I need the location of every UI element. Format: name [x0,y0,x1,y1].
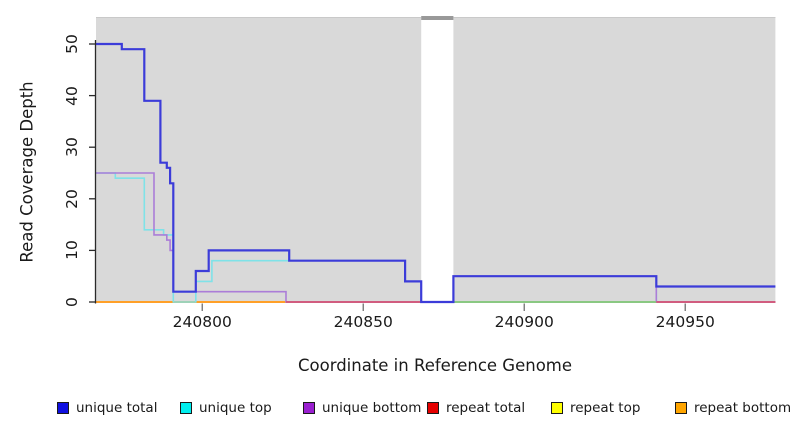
legend-label: unique bottom [322,400,422,416]
x-tick-label: 240900 [494,313,554,331]
legend-swatch-icon [57,402,69,414]
x-tick-label: 240850 [333,313,393,331]
legend-item-unique-top: unique top [180,400,272,416]
legend-item-repeat-total: repeat total [427,400,525,416]
legend-label: repeat total [446,400,526,416]
legend-item-repeat-bottom: repeat bottom [675,400,791,416]
legend-swatch-icon [180,402,192,414]
y-tick-label: 50 [63,34,81,54]
legend-item-unique-bottom: unique bottom [303,400,421,416]
legend-swatch-icon [303,402,315,414]
legend-label: unique total [76,400,158,416]
masked-region-cap [421,16,454,20]
y-tick-label: 20 [63,188,81,209]
legend-label: unique top [199,400,272,416]
legend-swatch-icon [551,402,563,414]
y-tick-label: 40 [63,85,81,106]
y-tick-label: 0 [63,297,81,307]
legend-label: repeat top [570,400,641,416]
legend-item-repeat-top: repeat top [551,400,640,416]
x-tick-label: 240950 [655,313,715,331]
masked-region [421,17,454,303]
y-tick-label: 30 [63,137,81,158]
legend-label: repeat bottom [694,400,792,416]
y-axis-title: Read Coverage Depth [17,81,37,263]
legend-swatch-icon [675,402,687,414]
y-tick-label: 10 [63,240,81,261]
x-tick-label: 240800 [172,313,232,331]
legend-item-unique-total: unique total [57,400,157,416]
coverage-plot-svg [89,16,776,311]
x-axis-title: Coordinate in Reference Genome [297,356,573,375]
series-line-unique-total [96,42,776,304]
legend-swatch-icon [427,402,439,414]
